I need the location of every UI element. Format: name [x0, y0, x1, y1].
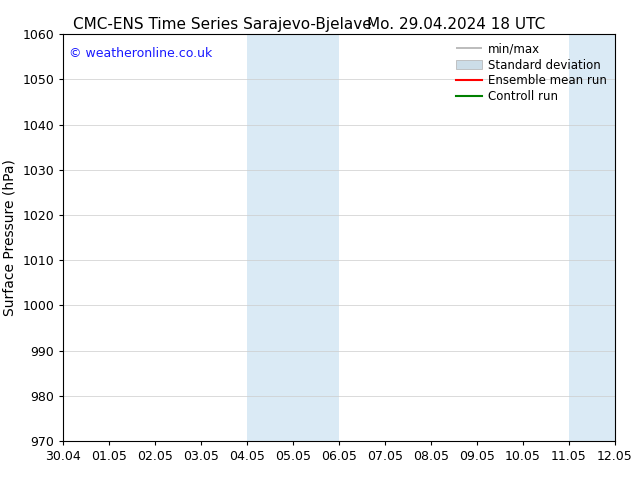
Text: © weatheronline.co.uk: © weatheronline.co.uk — [69, 47, 212, 59]
Bar — [569, 34, 634, 441]
Text: CMC-ENS Time Series Sarajevo-Bjelave: CMC-ENS Time Series Sarajevo-Bjelave — [72, 17, 372, 32]
Text: Mo. 29.04.2024 18 UTC: Mo. 29.04.2024 18 UTC — [367, 17, 546, 32]
Bar — [247, 34, 339, 441]
Legend: min/max, Standard deviation, Ensemble mean run, Controll run: min/max, Standard deviation, Ensemble me… — [453, 40, 609, 106]
Y-axis label: Surface Pressure (hPa): Surface Pressure (hPa) — [3, 159, 17, 316]
